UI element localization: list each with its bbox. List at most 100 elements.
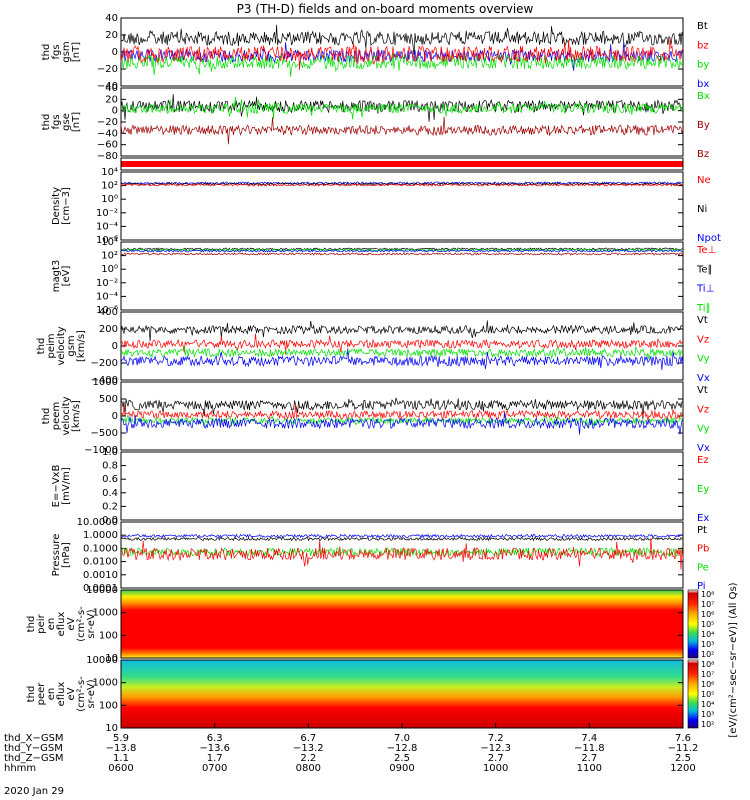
y-tick-label: 10⁻⁴ [96, 291, 118, 302]
y-tick-label: 0.0 [102, 515, 118, 526]
y-axis-label: eV [66, 617, 77, 630]
legend-item: Te⊥ [696, 245, 716, 256]
y-tick-label: 0.6 [102, 474, 118, 485]
legend-item: Vt [697, 385, 708, 396]
legend-item: Ne [697, 175, 711, 186]
colorbar-tick-label: 10³ [701, 710, 714, 719]
colorbar-tick-label: 10³ [701, 640, 714, 649]
y-tick-label: 1000 [93, 608, 118, 619]
y-axis-label: fgs [51, 114, 62, 129]
x-axis-labels: thd_X−GSMthd_Y−GSMthd_Z−GSMhhmm5.9−13.81… [4, 723, 698, 774]
legend-item: Vt [697, 315, 708, 326]
y-tick-label: 1000 [93, 678, 118, 689]
panel-frame [120, 241, 684, 311]
y-axis-label: [eV] [61, 266, 72, 287]
colorbar-tick-label: 10⁵ [701, 690, 714, 699]
colorbar-label: [eV/(cm²−sec−sr−eV)] (All Qs) [728, 582, 739, 737]
legend-item: bz [697, 40, 709, 51]
series-line [120, 546, 684, 558]
y-tick-label: 0.1000 [83, 543, 118, 554]
x-tick-label: 1.1 [113, 753, 129, 764]
y-axis-label: velocity [61, 396, 72, 435]
series-line [120, 252, 684, 256]
y-axis-label: en [46, 688, 57, 701]
y-axis-label: peir [36, 613, 47, 633]
series-line [120, 183, 684, 187]
legend-item: bx [697, 79, 709, 90]
series-line [120, 533, 684, 539]
y-tick-label: 0 [112, 411, 118, 422]
y-tick-label: −500 [91, 428, 118, 439]
legend-item: by [697, 60, 709, 71]
y-axis-label: [nT] [71, 112, 82, 132]
y-axis-label: velocity [56, 326, 67, 365]
legend-item: Ez [697, 455, 709, 466]
x-tick-label: 2.5 [394, 753, 410, 764]
y-tick-label: 10000 [86, 585, 118, 596]
y-tick-label: 0.0010 [83, 570, 118, 581]
y-tick-label: 10⁻⁶ [96, 305, 118, 316]
colorbar-tick-label: 10⁷ [701, 600, 714, 609]
panel-efield: 1.0 0.8 0.6 0.4 0.2 0.0 E=−VxB [mV/m] Ez Ey Ex [51, 447, 709, 526]
panel-frame [120, 17, 684, 87]
x-tick-label: −13.8 [106, 743, 137, 754]
series-line [121, 247, 684, 251]
legend-item: Ti∥ [696, 303, 711, 314]
colorbar-tick-label: 10⁸ [701, 590, 714, 599]
panel-frame [120, 157, 684, 171]
y-tick-label: 1.0000 [83, 530, 118, 541]
y-tick-label: −40 [97, 128, 118, 139]
y-tick-label: 1.0 [102, 447, 118, 458]
y-tick-label: 0 [112, 106, 118, 117]
y-tick-label: 10⁻² [96, 208, 118, 219]
y-axis-label: [cm−3] [61, 187, 72, 225]
y-axis-label: thd [41, 114, 52, 131]
plot-date: 2020 Jan 29 [4, 786, 64, 797]
y-axis-label: fgs [51, 44, 62, 59]
legend-item: Ey [697, 484, 709, 495]
x-row-label: thd_X−GSM [4, 733, 64, 744]
y-axis-label: [nPa] [61, 542, 72, 568]
colorbar-tick-label: 10⁶ [701, 610, 714, 619]
y-tick-label: 10 [105, 653, 118, 664]
x-tick-label: −13.2 [293, 743, 324, 754]
legend-item: Vz [697, 334, 709, 345]
y-tick-label: 500 [99, 394, 118, 405]
y-tick-label: 0.0001 [83, 583, 118, 594]
x-tick-label: 1200 [670, 763, 695, 774]
series-line [120, 97, 684, 120]
y-axis-label: thd [26, 686, 37, 703]
y-axis-label: eflux [56, 612, 67, 637]
y-axis-label: (cm²-s- [76, 676, 87, 712]
plot-title: P3 (TH-D) fields and on-board moments ov… [237, 2, 534, 16]
legend-item: Pi [697, 581, 706, 592]
x-tick-label: 7.6 [675, 733, 691, 744]
y-tick-label: 20 [105, 94, 118, 105]
x-tick-label: 0900 [389, 763, 414, 774]
legend-item: Ni [697, 204, 707, 215]
series-line [120, 538, 684, 570]
y-tick-label: 0.8 [102, 461, 118, 472]
colorbar-group: 10⁸10⁷10⁶10⁵10⁴10³10²10⁸10⁷10⁶10⁵10⁴10³1… [687, 582, 739, 738]
y-tick-label: −40 [97, 81, 118, 92]
series-line [120, 320, 683, 342]
y-axis-label: gsm [61, 41, 72, 62]
colorbar-tick-label: 10⁴ [701, 700, 714, 709]
y-axis-label: thd [41, 44, 52, 61]
series-line [120, 333, 684, 355]
panel-temperature: 10⁴ 10² 10⁰ 10⁻² 10⁻⁴ 10⁻⁶ magt3 [eV] Te⊥ Te∥ Ti⊥ T… [51, 237, 716, 316]
x-tick-label: 2.7 [581, 753, 597, 764]
legend-item: Bz [697, 149, 709, 160]
spectrogram-fill [121, 660, 683, 728]
x-tick-label: −12.3 [480, 743, 511, 754]
colorbar-tick-label: 10² [701, 720, 714, 729]
x-tick-label: 2.5 [675, 753, 691, 764]
legend-item: Bt [697, 21, 708, 32]
y-tick-label: −60 [97, 140, 118, 151]
panel-peim-velocity: 400 200 0 −200 −400 thd peim velocity gsm [km/s] V… [36, 307, 710, 386]
y-axis-label: [nT] [71, 42, 82, 62]
y-axis-label: thd [26, 616, 37, 633]
legend-item: Vx [697, 373, 710, 384]
y-tick-label: 10000 [86, 655, 118, 666]
